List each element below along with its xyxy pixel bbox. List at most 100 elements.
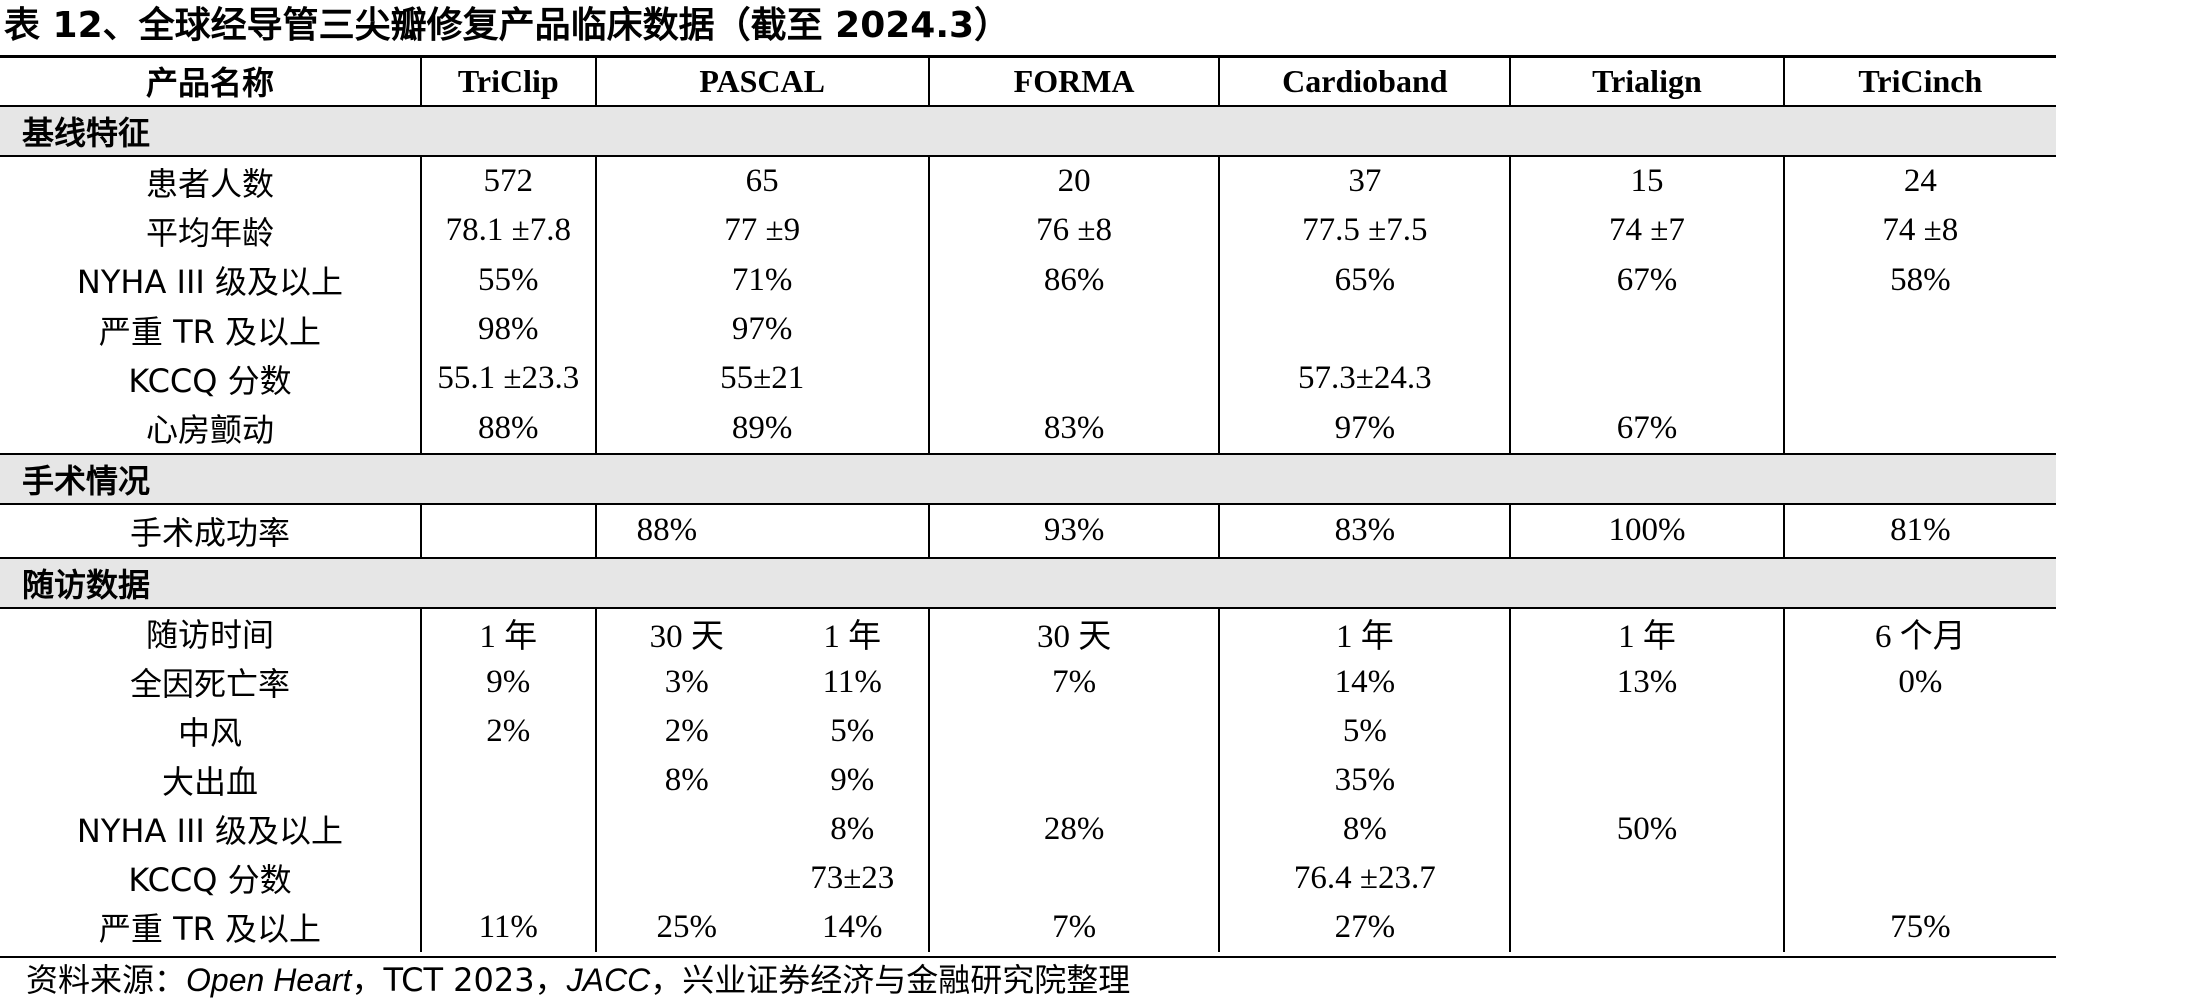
table-cell: 100% <box>1509 503 1784 558</box>
table-title: 表 12、全球经导管三尖瓣修复产品临床数据（截至 2024.3） <box>4 5 1011 46</box>
header-label: 产品名称 <box>0 57 421 107</box>
table-row: 严重 TR 及以上 98% 97% <box>0 304 2056 355</box>
table-cell <box>1509 853 1784 903</box>
source-tct: ，TCT 2023， <box>351 961 567 999</box>
table-cell: 2% <box>419 706 596 756</box>
table-row: 中风 2% 2% 5% 5% <box>0 706 2056 756</box>
source-suffix: ，兴业证券经济与金融研究院整理 <box>650 961 1131 999</box>
table-cell <box>419 804 596 854</box>
source-jacc: JACC <box>566 962 651 998</box>
table-cell: 30 天 <box>927 607 1220 658</box>
table-cell <box>1509 755 1784 805</box>
table-cell: 28% <box>927 804 1220 854</box>
table-row: 随访时间 1 年 30 天 1 年 30 天 1 年 1 年 6 个月 <box>0 607 2056 658</box>
row-label: 严重 TR 及以上 <box>98 312 322 351</box>
table-cell <box>1782 354 2056 404</box>
table-row: KCCQ 分数 73±23 76.4 ±23.7 <box>0 853 2056 903</box>
table-cell: 77 ±9 <box>594 206 929 256</box>
table-cell: 7% <box>927 902 1220 952</box>
table-cell <box>1509 902 1784 952</box>
table-cell <box>927 853 1220 903</box>
table-cell: 11% <box>419 902 596 952</box>
table-cell: 78.1 ±7.8 <box>419 206 596 256</box>
header-product-triclip: TriClip <box>419 57 596 107</box>
row-label: 平均年龄 <box>145 213 274 252</box>
header-product-cardioband: Cardioband <box>1218 57 1511 107</box>
table-cell: 6 个月 <box>1782 607 2056 658</box>
row-label: 随访时间 <box>145 616 274 655</box>
table-cell <box>594 853 777 903</box>
table-cell: 74 ±7 <box>1509 206 1784 256</box>
table-cell: 1 年 <box>1218 607 1511 658</box>
bottom-rule <box>0 956 2056 958</box>
table-cell: 27% <box>1218 902 1511 952</box>
source-prefix: 资料来源： <box>26 961 187 999</box>
table-cell: 11% <box>822 663 882 700</box>
table-cell: 24 <box>1782 156 2056 207</box>
table-cell: 1 年 <box>419 607 596 658</box>
table-cell <box>1782 304 2056 355</box>
table-cell: 8% <box>1218 804 1511 854</box>
table-cell: 20 <box>927 156 1220 207</box>
table-cell <box>1782 706 2056 756</box>
table-cell: 71% <box>594 255 929 305</box>
table-cell: 55.1 ±23.3 <box>419 354 596 404</box>
table-cell: 67% <box>1509 255 1784 305</box>
table-cell: 93% <box>927 503 1220 558</box>
header-product-pascal: PASCAL <box>594 57 929 107</box>
table-cell <box>927 354 1220 404</box>
header-product-forma: FORMA <box>927 57 1220 107</box>
table-cell: 572 <box>419 156 596 207</box>
table-cell: 77.5 ±7.5 <box>1218 206 1511 256</box>
table-cell: 15 <box>1509 156 1784 207</box>
table-cell <box>419 755 596 805</box>
section-header-followup: 随访数据 <box>0 556 2056 609</box>
table-cell: 37 <box>1218 156 1511 207</box>
table-cell: 0% <box>1782 657 2056 707</box>
table-cell: 14% <box>1218 657 1511 707</box>
table-cell: 57.3±24.3 <box>1218 354 1511 404</box>
table-cell: 8% <box>594 755 777 805</box>
section-title: 手术情况 <box>0 452 2056 505</box>
table-cell: 1 年 <box>823 619 882 656</box>
row-label: 大出血 <box>161 763 258 802</box>
table-cell <box>1218 304 1511 355</box>
table-row: 心房颤动 88% 89% 83% 97% 67% <box>0 403 2056 454</box>
table-cell: 55±21 <box>594 354 929 404</box>
table-cell: 35% <box>1218 755 1511 805</box>
table-cell: 89% <box>594 403 929 454</box>
table-row: NYHA III 级及以上 55% 71% 86% 65% 67% 58% <box>0 255 2056 305</box>
row-label: 心房颤动 <box>145 411 274 450</box>
table-row: KCCQ 分数 55.1 ±23.3 55±21 57.3±24.3 <box>0 354 2056 404</box>
table-cell: 67% <box>1509 403 1784 454</box>
row-label: 中风 <box>177 714 242 753</box>
section-header-procedure: 手术情况 <box>0 452 2056 505</box>
table-cell <box>594 804 777 854</box>
table-cell <box>1509 354 1784 404</box>
section-header-baseline: 基线特征 <box>0 105 2056 157</box>
table-cell: 5% <box>830 712 875 749</box>
clinical-data-table: 产品名称 TriClip PASCAL FORMA Cardioband Tri… <box>0 57 2056 952</box>
header-product-trialign: Trialign <box>1509 57 1784 107</box>
table-cell: 65 <box>594 156 929 207</box>
table-cell: 5% <box>1218 706 1511 756</box>
table-cell: 13% <box>1509 657 1784 707</box>
table-cell: 25% <box>594 902 777 952</box>
table-cell: 7% <box>927 657 1220 707</box>
row-label: 患者人数 <box>145 164 274 203</box>
header-product-tricinch: TriCinch <box>1782 57 2056 107</box>
table-cell: 55% <box>419 255 596 305</box>
source-note: 资料来源：Open Heart，TCT 2023，JACC，兴业证券经济与金融研… <box>26 960 1130 1000</box>
table-cell: 75% <box>1782 902 2056 952</box>
table-row: 患者人数 572 65 20 37 15 24 <box>0 156 2056 207</box>
top-rule <box>0 55 2056 58</box>
table-cell <box>927 706 1220 756</box>
table-cell: 97% <box>1218 403 1511 454</box>
table-cell: 86% <box>927 255 1220 305</box>
table-cell: 1 年 <box>1509 607 1784 658</box>
table-row: NYHA III 级及以上 8% 28% 8% 50% <box>0 804 2056 854</box>
table-cell <box>927 304 1220 355</box>
table-cell: 2% <box>594 706 777 756</box>
table-row: 平均年龄 78.1 ±7.8 77 ±9 76 ±8 77.5 ±7.5 74 … <box>0 206 2056 256</box>
table-cell: 74 ±8 <box>1782 206 2056 256</box>
